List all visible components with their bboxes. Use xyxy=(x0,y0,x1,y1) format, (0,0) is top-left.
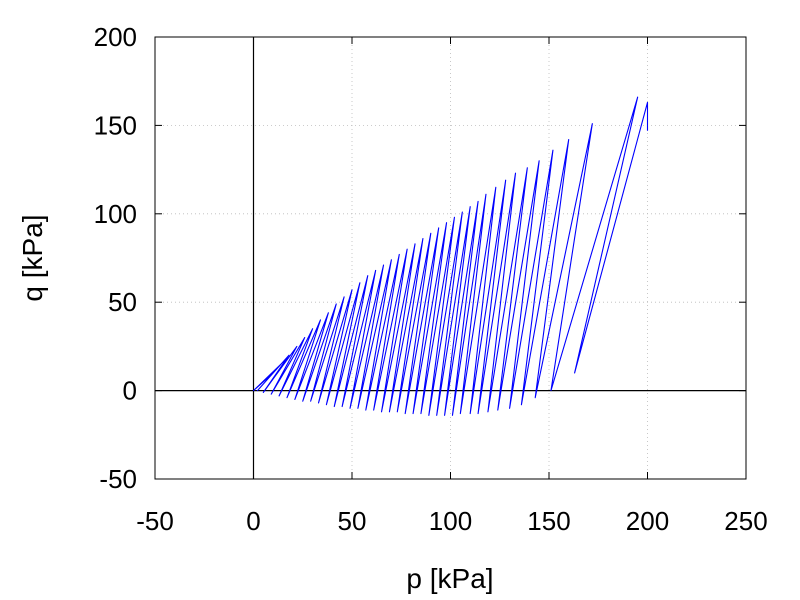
y-tick-label: 200 xyxy=(94,22,137,52)
y-tick-label: -50 xyxy=(99,464,137,494)
x-tick-labels: -50 0 50 100 150 200 250 xyxy=(136,506,767,536)
x-tick-label: 200 xyxy=(626,506,669,536)
y-axis-label: q [kPa] xyxy=(17,214,48,301)
y-tick-label: 100 xyxy=(94,199,137,229)
y-tick-label: 50 xyxy=(108,287,137,317)
plot-area xyxy=(252,96,649,416)
y-tick-labels: -50 0 50 100 150 200 xyxy=(94,22,137,494)
x-tick-label: 150 xyxy=(527,506,570,536)
y-tick-label: 0 xyxy=(123,376,137,406)
x-tick-label: 250 xyxy=(724,506,767,536)
series-line-0 xyxy=(252,96,649,416)
y-tick-label: 150 xyxy=(94,110,137,140)
x-tick-label: 0 xyxy=(246,506,260,536)
tick-marks xyxy=(154,36,747,480)
x-tick-label: 50 xyxy=(338,506,367,536)
x-tick-label: 100 xyxy=(429,506,472,536)
x-tick-label: -50 xyxy=(136,506,174,536)
x-axis-label: p [kPa] xyxy=(406,563,493,594)
